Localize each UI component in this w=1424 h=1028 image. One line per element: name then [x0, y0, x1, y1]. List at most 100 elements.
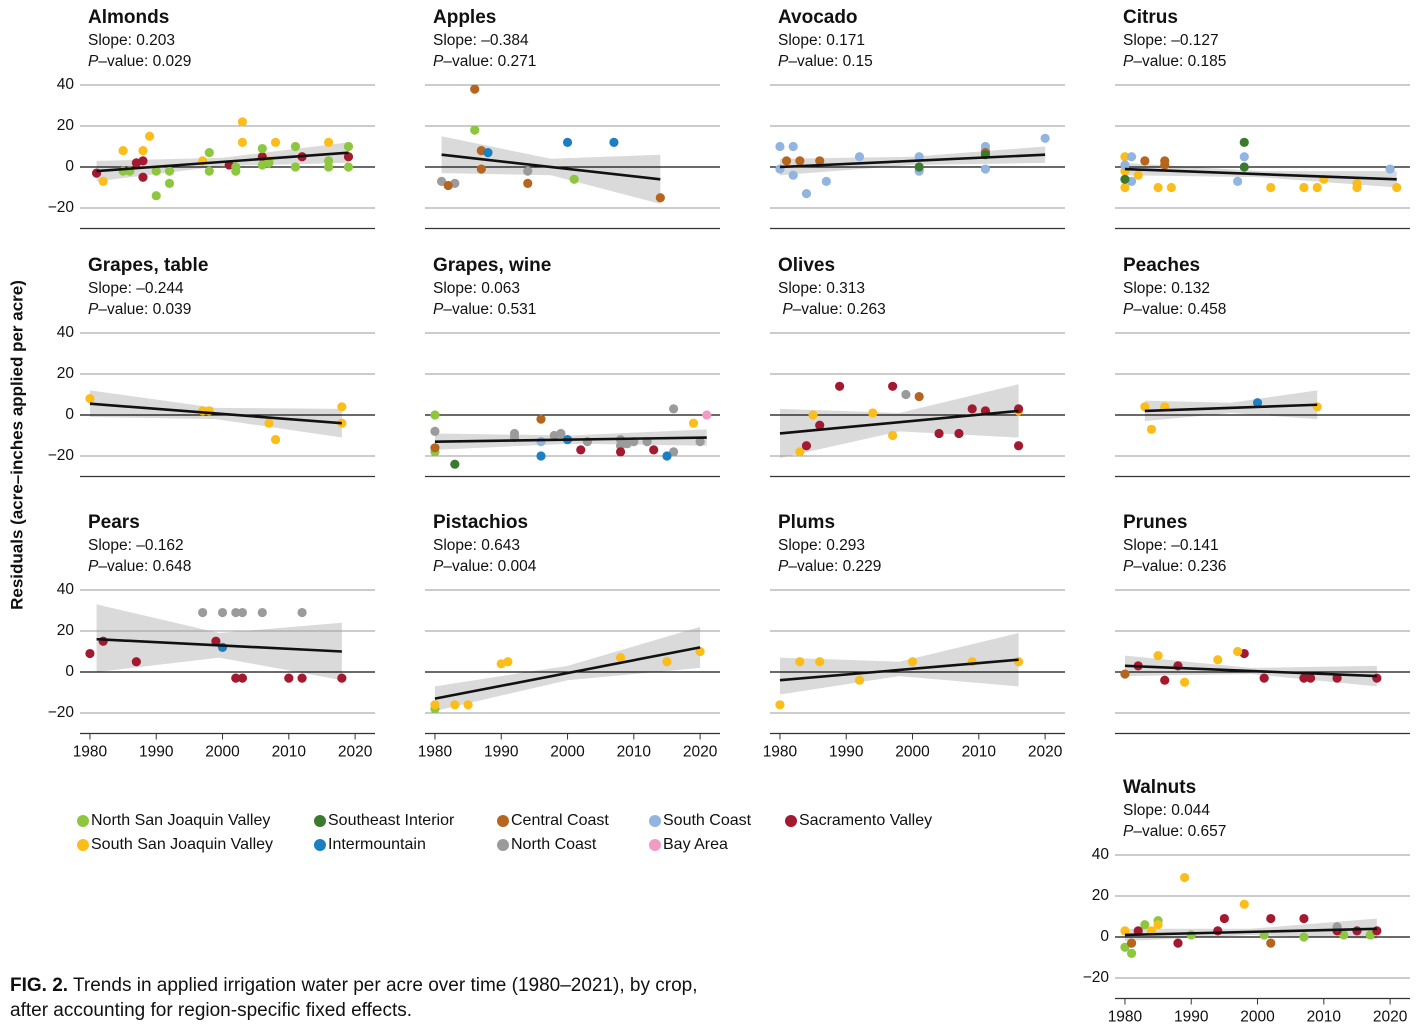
legend-marker [649, 839, 661, 851]
data-point [483, 148, 493, 158]
data-point [151, 166, 161, 176]
data-point [1120, 174, 1130, 184]
data-point [323, 162, 334, 172]
data-point [1213, 655, 1223, 665]
data-point [615, 447, 626, 457]
trend-line [779, 658, 1019, 682]
panel-title: Grapes, table [88, 255, 208, 276]
x-tick-label: 1990 [829, 744, 864, 761]
panel-title: Pistachios [433, 512, 528, 533]
data-point [503, 657, 513, 667]
data-point [343, 162, 354, 172]
data-point [204, 166, 214, 176]
panel-title: Grapes, wine [433, 255, 551, 276]
data-point [954, 428, 964, 439]
y-tick-label: 0 [65, 663, 74, 680]
data-point [536, 451, 546, 461]
data-point [1239, 152, 1249, 162]
data-point [1266, 938, 1276, 948]
data-point [1140, 156, 1150, 166]
panel: Olives Slope: 0.313 P–value: 0.263 [770, 255, 1065, 478]
data-point [1352, 178, 1362, 188]
data-point [430, 443, 440, 453]
data-point [801, 441, 812, 451]
x-tick-label: 2000 [205, 744, 240, 761]
data-point [98, 636, 108, 646]
data-point [788, 170, 798, 180]
data-point [868, 408, 878, 418]
data-point [237, 607, 248, 618]
data-point [1140, 920, 1150, 930]
data-point [98, 176, 108, 186]
data-point [237, 137, 248, 147]
data-point [1120, 160, 1130, 170]
legend-label: Intermountain [328, 836, 426, 853]
data-point [1040, 133, 1050, 143]
data-point [297, 673, 307, 683]
y-tick-label: −20 [1083, 969, 1110, 986]
data-point [1166, 182, 1176, 193]
data-point [131, 657, 141, 667]
y-tick-label: 20 [1092, 887, 1110, 904]
data-point [815, 657, 825, 667]
data-point [470, 84, 480, 94]
x-tick-label: 2010 [962, 744, 997, 761]
data-point [668, 447, 679, 457]
panel: Citrus Slope: –0.127 P–value: 0.185 [1115, 7, 1410, 230]
caption-label: FIG. 2. [10, 975, 69, 996]
y-tick-label: 20 [57, 117, 75, 134]
data-point [1120, 926, 1130, 936]
data-point [270, 137, 281, 147]
x-tick-label: 2010 [1307, 1009, 1342, 1023]
x-tick-label: 1990 [1174, 1009, 1209, 1023]
data-point [198, 607, 208, 618]
y-tick-label: −20 [48, 704, 75, 721]
legend-marker [314, 839, 326, 851]
legend-marker [649, 815, 661, 827]
p-value-text: P–value: 0.236 [1123, 558, 1226, 575]
data-point [1013, 657, 1024, 667]
data-point [854, 152, 865, 162]
slope-text: Slope: –0.244 [88, 280, 184, 297]
x-tick-label: 1980 [1108, 1009, 1143, 1023]
trend-line [1124, 927, 1377, 937]
trend-line [779, 153, 1046, 169]
p-value-text: P–value: 0.229 [778, 558, 881, 575]
data-point [1385, 164, 1395, 174]
data-point [145, 131, 155, 141]
data-point [1180, 677, 1190, 687]
panel: Plums Slope: 0.293 P–value: 0.229 1980 1990 2… [763, 512, 1065, 761]
data-point [337, 402, 347, 412]
legend-label: Bay Area [663, 836, 728, 853]
data-point [662, 451, 672, 461]
data-point [231, 166, 241, 176]
data-point [476, 164, 486, 174]
slope-text: Slope: –0.141 [1123, 537, 1219, 554]
data-point [1120, 669, 1130, 679]
data-point [1339, 930, 1349, 940]
y-tick-label: 40 [1092, 846, 1110, 863]
trend-line [96, 637, 342, 653]
data-point [1160, 160, 1170, 170]
y-tick-label: 40 [57, 581, 75, 598]
legend-label: Sacramento Valley [799, 812, 932, 829]
data-point [1239, 162, 1249, 172]
data-point [138, 172, 148, 182]
y-tick-label: 20 [57, 365, 75, 382]
legend-label: South Coast [663, 812, 752, 829]
data-point [284, 673, 294, 683]
data-point [450, 459, 460, 469]
panel-title: Plums [778, 512, 835, 533]
x-tick-label: 1980 [73, 744, 108, 761]
data-point [835, 381, 845, 391]
data-point [808, 410, 818, 420]
panel: Grapes, wine Slope: 0.063 P–value: 0.531 [425, 255, 720, 478]
legend-label: North Coast [511, 836, 597, 853]
p-value-text: P–value: 0.271 [433, 53, 536, 70]
data-point [695, 437, 705, 447]
data-point [536, 414, 546, 424]
data-point [430, 410, 440, 420]
data-point [1120, 942, 1130, 952]
